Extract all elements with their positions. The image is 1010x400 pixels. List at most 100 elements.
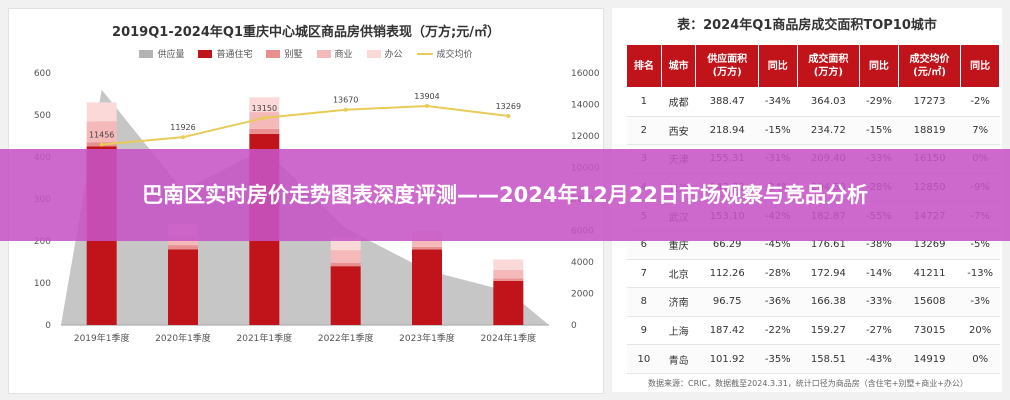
table-cell: 0% bbox=[960, 344, 1000, 374]
legend-label: 普通住宅 bbox=[216, 50, 253, 60]
legend-item: 办公 bbox=[366, 47, 403, 60]
table-cell: -15% bbox=[758, 116, 798, 146]
table-cell: 112.26 bbox=[695, 259, 759, 289]
price-point bbox=[181, 135, 185, 140]
legend-swatch bbox=[139, 49, 154, 58]
headline-banner: 巴南区实时房价走势图表深度评测——2024年12月22日市场观察与竞品分析 bbox=[0, 149, 1010, 241]
table-header: 成交均价 (元/㎡) bbox=[897, 44, 962, 88]
table-header: 供应面积 (万方) bbox=[695, 44, 759, 88]
bar-普通住宅 bbox=[493, 280, 524, 325]
y-tick-right: 2000 bbox=[571, 290, 594, 300]
table-cell: -36% bbox=[758, 287, 798, 317]
table-cell: -3% bbox=[960, 287, 1000, 317]
y-tick-right: 16000 bbox=[571, 69, 600, 79]
table-row: 7 北京 112.26 -28% 172.94 -14% 41211 -13% bbox=[626, 259, 1000, 289]
table-cell: 159.27 bbox=[797, 316, 860, 346]
table-cell: 西安 bbox=[661, 116, 696, 146]
table-cell: 2 bbox=[626, 116, 662, 146]
legend-swatch bbox=[198, 49, 213, 58]
price-point bbox=[425, 104, 429, 109]
x-tick-label: 2019年1季度 bbox=[74, 332, 130, 344]
table-cell: 187.42 bbox=[695, 316, 759, 346]
y-tick-right: 14000 bbox=[571, 101, 600, 111]
y-tick-left: 600 bbox=[34, 69, 51, 79]
x-tick-label: 2021年1季度 bbox=[237, 332, 293, 344]
bar-商业 bbox=[493, 269, 524, 279]
price-point bbox=[506, 114, 511, 119]
legend-label: 供应量 bbox=[157, 50, 185, 60]
bar-别墅 bbox=[330, 262, 361, 267]
table-cell: -2% bbox=[960, 87, 1000, 117]
legend-item: 成交均价 bbox=[416, 47, 473, 60]
price-label: 13904 bbox=[414, 92, 439, 101]
legend-label: 成交均价 bbox=[436, 50, 473, 60]
x-tick-label: 2022年1季度 bbox=[318, 332, 374, 344]
price-label: 13150 bbox=[252, 104, 277, 113]
chart-legend: 供应量 普通住宅 别墅 商业 办公 成交均价 bbox=[9, 47, 603, 60]
y-tick-left: 100 bbox=[34, 279, 51, 289]
legend-item: 别墅 bbox=[266, 47, 303, 60]
table-cell: -43% bbox=[859, 344, 899, 374]
table-row: 2 西安 218.94 -15% 234.72 -15% 18819 7% bbox=[626, 116, 1000, 146]
price-point bbox=[343, 107, 348, 112]
table-cell: 158.51 bbox=[797, 344, 860, 374]
table-cell: 17273 bbox=[898, 87, 961, 117]
y-tick-left: 200 bbox=[34, 237, 51, 247]
table-cell: 172.94 bbox=[797, 259, 860, 289]
legend-item: 普通住宅 bbox=[198, 47, 252, 60]
legend-swatch bbox=[266, 49, 281, 58]
headline-text: 巴南区实时房价走势图表深度评测——2024年12月22日市场观察与竞品分析 bbox=[142, 183, 868, 207]
table-cell: 101.92 bbox=[695, 344, 759, 374]
table-cell: 218.94 bbox=[695, 116, 759, 146]
legend-item: 供应量 bbox=[139, 47, 184, 60]
table-cell: -29% bbox=[859, 87, 899, 117]
table-cell: 上海 bbox=[661, 316, 696, 346]
table-cell: 234.72 bbox=[797, 116, 860, 146]
bar-普通住宅 bbox=[168, 249, 198, 325]
bar-普通住宅 bbox=[330, 266, 361, 325]
table-cell: -34% bbox=[758, 87, 798, 117]
bar-办公 bbox=[493, 259, 524, 270]
legend-item: 商业 bbox=[316, 47, 353, 60]
table-cell: 73015 bbox=[898, 316, 961, 346]
bar-别墅 bbox=[168, 245, 198, 250]
price-label: 11456 bbox=[89, 131, 114, 140]
table-header: 同比 bbox=[859, 44, 899, 88]
table-header: 城市 bbox=[660, 44, 697, 88]
chart-title: 2019Q1-2024年Q1重庆中心城区商品房供销表现（万方;元/㎡） bbox=[112, 25, 500, 40]
price-point bbox=[99, 142, 104, 147]
price-label: 13269 bbox=[496, 102, 521, 111]
table-cell: 9 bbox=[626, 316, 662, 346]
legend-swatch bbox=[316, 49, 331, 58]
table-header: 排名 bbox=[626, 44, 662, 88]
table-cell: 济南 bbox=[661, 287, 696, 317]
y-tick-right: 12000 bbox=[571, 132, 600, 142]
y-tick-right: 0 bbox=[571, 321, 577, 331]
table-cell: 388.47 bbox=[695, 87, 759, 117]
x-tick-label: 2024年1季度 bbox=[481, 332, 537, 344]
table-cell: -13% bbox=[960, 259, 1000, 289]
table-cell: 15608 bbox=[898, 287, 961, 317]
table-header: 成交面积 (万方) bbox=[796, 44, 861, 88]
table-row: 1 成都 388.47 -34% 364.03 -29% 17273 -2% bbox=[626, 87, 1000, 117]
table-cell: 7 bbox=[626, 259, 662, 289]
y-tick-right: 4000 bbox=[571, 258, 594, 268]
table-cell: 20% bbox=[960, 316, 1000, 346]
price-point bbox=[262, 115, 267, 120]
table-row: 8 济南 96.75 -36% 166.38 -33% 15608 -3% bbox=[626, 287, 1000, 317]
bar-别墅 bbox=[249, 128, 280, 134]
table-cell: 96.75 bbox=[695, 287, 759, 317]
bar-办公 bbox=[86, 102, 117, 122]
bar-商业 bbox=[168, 236, 198, 246]
bar-商业 bbox=[86, 121, 117, 143]
table-row: 9 上海 187.42 -22% 159.27 -27% 73015 20% bbox=[626, 316, 1000, 346]
bar-普通住宅 bbox=[412, 249, 442, 325]
table-cell: 1 bbox=[626, 87, 662, 117]
table-cell: 7% bbox=[960, 116, 1000, 146]
x-tick-label: 2023年1季度 bbox=[399, 332, 455, 344]
table-header: 同比 bbox=[960, 44, 1000, 88]
price-label: 13670 bbox=[333, 96, 358, 105]
bar-办公 bbox=[249, 97, 280, 113]
table-cell: 成都 bbox=[661, 87, 696, 117]
table-cell: -28% bbox=[758, 259, 798, 289]
